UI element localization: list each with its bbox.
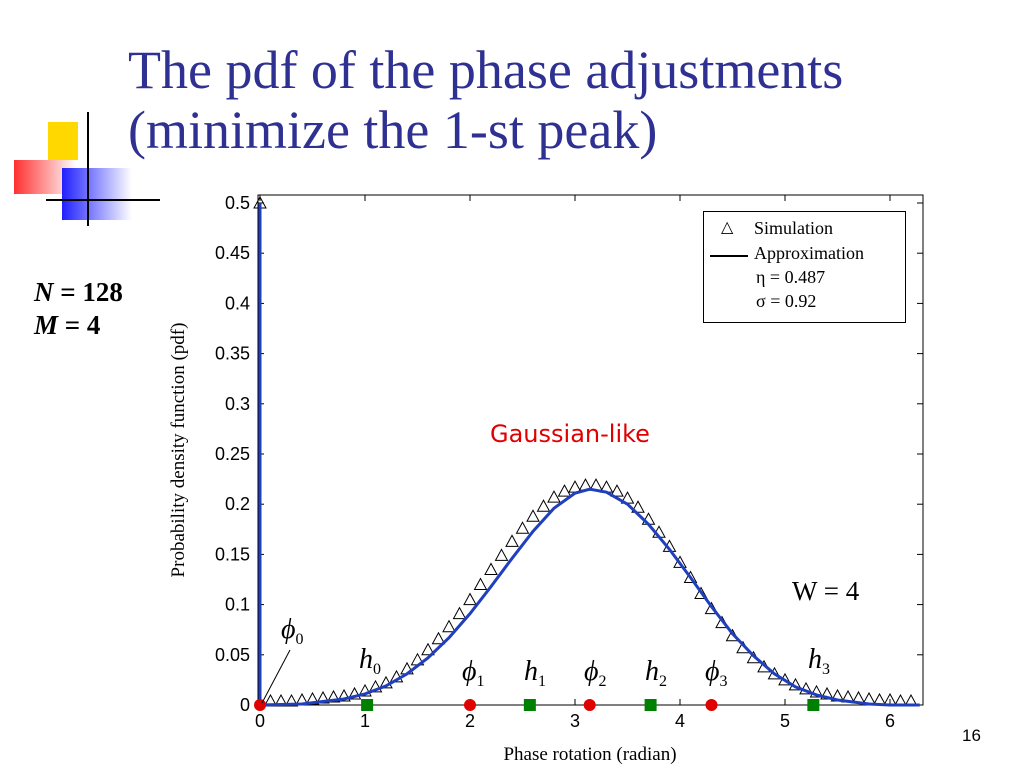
phi2-label: ϕ2 [584, 656, 607, 690]
legend: △ Simulation Approximation η = 0.487 σ =… [703, 211, 906, 323]
phi0-pointer [261, 649, 291, 704]
phi-marker-1 [464, 699, 476, 711]
y-tick-label-2: 0.1 [225, 595, 250, 615]
simulation-point-48 [767, 666, 782, 680]
simulation-point-8 [347, 686, 362, 700]
simulation-point-52 [809, 684, 824, 698]
phi-marker-2 [583, 699, 596, 711]
x-tick-label-0: 0 [255, 711, 265, 731]
param-n: N = 128 [34, 277, 123, 307]
simulation-point-11 [379, 675, 393, 689]
phi0-label: ϕ0 [281, 614, 304, 648]
simulation-point-23 [505, 534, 519, 547]
h3-label: h3 [808, 644, 830, 678]
y-tick-label-0: 0 [240, 695, 250, 715]
x-axis: 0 1 2 3 4 5 6 [255, 195, 895, 731]
simulation-point-39 [673, 555, 687, 568]
legend-simulation: Simulation [754, 218, 834, 238]
simulation-point-9 [358, 683, 372, 697]
approximation-series [258, 203, 920, 707]
h-marker-3 [807, 699, 820, 711]
simulation-point-7 [337, 688, 351, 702]
decorative-squares [14, 112, 160, 226]
simulation-point-6 [326, 689, 341, 703]
y-axis: 0 0.05 0.1 0.15 0.2 0.25 0.3 0.35 0.4 0.45 0.5 [215, 193, 923, 715]
simulation-point-19 [463, 592, 477, 606]
simulation-point-28 [557, 484, 572, 497]
legend-sigma: σ = 0.92 [756, 291, 817, 311]
simulation-point-27 [547, 490, 561, 503]
x-tick-label-2: 2 [465, 711, 475, 731]
simulation-point-41 [694, 586, 708, 600]
title-line-1: The pdf of the phase adjustments [128, 40, 844, 100]
legend-eta: η = 0.487 [756, 267, 826, 287]
simulation-point-15 [421, 642, 435, 656]
param-m: M = 4 [34, 310, 101, 340]
simulation-point-2 [284, 693, 299, 707]
approximation-line [259, 487, 920, 707]
x-tick-label-4: 4 [675, 711, 685, 731]
h-marker-0 [361, 699, 374, 711]
w-label: W = 4 [792, 576, 860, 606]
h2-label: h2 [645, 656, 667, 690]
triangle-icon: △ [721, 219, 734, 236]
simulation-point-26 [536, 499, 551, 512]
y-tick-label-8: 0.4 [225, 293, 250, 313]
x-tick-label-1: 1 [360, 711, 370, 731]
y-tick-label-6: 0.3 [225, 394, 250, 414]
simulation-point-25 [526, 509, 540, 522]
legend-approximation: Approximation [754, 243, 864, 263]
simulation-point-22 [494, 548, 509, 561]
title-line-2: (minimize the 1-st peak) [128, 100, 658, 160]
y-tick-label-4: 0.2 [225, 494, 250, 514]
simulation-point-21 [484, 562, 498, 575]
x-tick-label-3: 3 [570, 711, 580, 731]
simulation-point-40 [683, 570, 698, 583]
page-number: 16 [962, 726, 981, 745]
parameters: N = 128 M = 4 [34, 276, 123, 342]
line-icon [710, 255, 748, 257]
h-marker-2 [644, 699, 657, 711]
phi-marker-0 [254, 699, 266, 711]
slide-title: The pdf of the phase adjustments (minimi… [128, 40, 1008, 160]
y-tick-label-10: 0.5 [225, 193, 250, 213]
simulation-point-18 [452, 606, 467, 620]
simulation-point-20 [473, 577, 488, 591]
h1-label: h1 [524, 656, 546, 690]
simulation-point-10 [368, 679, 383, 693]
phi3-label: ϕ3 [705, 656, 728, 690]
simulation-point-16 [431, 631, 446, 645]
y-tick-label-7: 0.35 [215, 344, 250, 364]
blue-square [62, 168, 132, 220]
x-tick-label-5: 5 [780, 711, 790, 731]
x-axis-label: Phase rotation (radian) [503, 744, 676, 765]
y-tick-label-5: 0.25 [215, 444, 250, 464]
phi1-label: ϕ1 [462, 656, 485, 690]
h-marker-1 [523, 699, 536, 711]
y-tick-label-9: 0.45 [215, 243, 250, 263]
yellow-square [48, 122, 78, 160]
x-tick-label-6: 6 [885, 711, 895, 731]
y-tick-label-1: 0.05 [215, 645, 250, 665]
simulation-point-12 [389, 669, 404, 683]
y-axis-label: Probability density function (pdf) [168, 323, 189, 578]
y-tick-label-3: 0.15 [215, 544, 250, 564]
simulation-point-17 [442, 619, 456, 633]
simulation-point-33 [610, 484, 624, 497]
phi-marker-3 [705, 699, 718, 711]
gaussian-like-label: Gaussian-like [490, 420, 650, 448]
h0-label: h0 [359, 644, 381, 678]
simulation-point-24 [515, 521, 530, 534]
